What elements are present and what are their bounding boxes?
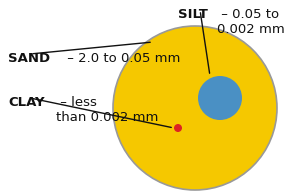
Text: SILT: SILT (178, 8, 208, 21)
Text: – 2.0 to 0.05 mm: – 2.0 to 0.05 mm (63, 52, 180, 65)
Text: – 0.05 to
0.002 mm: – 0.05 to 0.002 mm (217, 8, 284, 36)
Text: SAND: SAND (8, 52, 50, 65)
Text: CLAY: CLAY (8, 96, 45, 109)
Circle shape (174, 124, 182, 132)
Circle shape (198, 76, 242, 120)
Circle shape (113, 26, 277, 190)
Text: – less
than 0.002 mm: – less than 0.002 mm (56, 96, 158, 124)
